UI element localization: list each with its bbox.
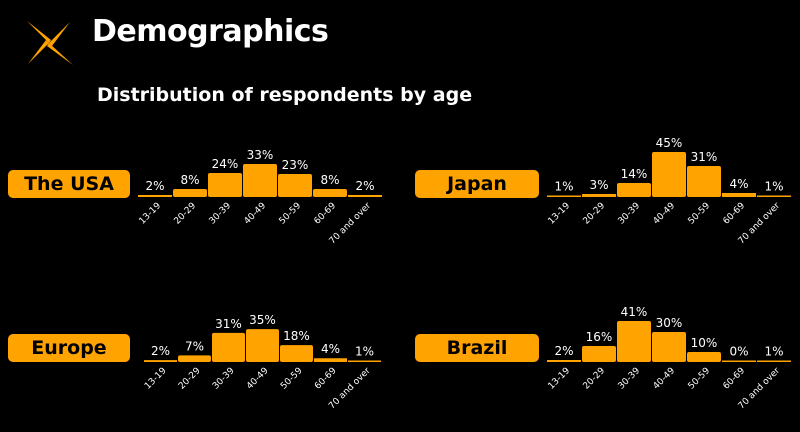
brazil-value-label-20-29: 16% — [586, 330, 613, 344]
the-usa-tick-label-30-39: 30-39 — [208, 201, 234, 227]
the-usa-bar-70-and-over — [348, 195, 382, 197]
brazil-bar-60-69 — [722, 360, 756, 362]
japan-bar-60-69 — [722, 193, 756, 197]
europe-bar-60-69 — [314, 358, 347, 362]
the-usa-tick-label-20-29: 20-29 — [173, 201, 199, 227]
the-usa-bar-60-69 — [313, 189, 347, 197]
brazil-tick-label-50-59: 50-59 — [687, 366, 713, 392]
brazil-tick-label-13-19: 13-19 — [547, 366, 573, 392]
brazil-tick-label-30-39: 30-39 — [617, 366, 643, 392]
the-usa-bar-13-19 — [138, 195, 172, 197]
japan-bar-70-and-over — [757, 195, 791, 197]
europe-value-label-40-49: 35% — [249, 313, 276, 327]
japan-bar-13-19 — [547, 195, 581, 197]
japan-bar-40-49 — [652, 152, 686, 197]
the-usa-value-label-60-69: 8% — [320, 173, 339, 187]
label-japan: Japan — [415, 170, 539, 198]
japan-value-label-20-29: 3% — [589, 178, 608, 192]
japan-value-label-40-49: 45% — [656, 136, 683, 150]
japan-tick-label-40-49: 40-49 — [652, 201, 678, 227]
brazil-bar-70-and-over — [757, 360, 791, 362]
europe-bar-20-29 — [178, 355, 211, 362]
label-the-usa: The USA — [8, 170, 130, 198]
chart-brazil: 2% 13-19 16% 20-29 41% 30-39 30% 40-49 10% 50-59 0… — [547, 305, 791, 411]
brazil-bar-13-19 — [547, 360, 581, 362]
the-usa-bar-30-39 — [208, 173, 242, 197]
label-brazil: Brazil — [415, 334, 539, 362]
brazil-bar-40-49 — [652, 332, 686, 362]
the-usa-bar-50-59 — [278, 174, 312, 197]
europe-tick-label-20-29: 20-29 — [177, 366, 203, 392]
europe-value-label-20-29: 7% — [185, 339, 204, 353]
japan-value-label-60-69: 4% — [729, 177, 748, 191]
the-usa-value-label-70-and-over: 2% — [355, 179, 374, 193]
japan-tick-label-60-69: 60-69 — [722, 201, 748, 227]
the-usa-tick-label-40-49: 40-49 — [243, 201, 269, 227]
brazil-bar-50-59 — [687, 352, 721, 362]
chart-subtitle: Distribution of respondents by age — [97, 84, 473, 106]
europe-value-label-60-69: 4% — [321, 342, 340, 356]
chart-japan: 1% 13-19 3% 20-29 14% 30-39 45% 40-49 31% 50-59 4%… — [547, 136, 791, 246]
japan-tick-label-13-19: 13-19 — [547, 201, 573, 227]
brazil-tick-label-60-69: 60-69 — [722, 366, 748, 392]
the-usa-tick-label-60-69: 60-69 — [313, 201, 339, 227]
japan-value-label-70-and-over: 1% — [764, 180, 783, 194]
japan-bar-30-39 — [617, 183, 651, 197]
europe-bar-30-39 — [212, 332, 245, 362]
the-usa-tick-label-50-59: 50-59 — [278, 201, 304, 227]
europe-value-label-50-59: 18% — [283, 329, 310, 343]
europe-tick-label-30-39: 30-39 — [211, 366, 237, 392]
europe-bar-13-19 — [144, 360, 177, 362]
europe-bar-70-and-over — [348, 360, 381, 362]
japan-bar-50-59 — [687, 166, 721, 197]
the-usa-tick-label-13-19: 13-19 — [138, 201, 164, 227]
the-usa-value-label-30-39: 24% — [212, 157, 239, 171]
europe-value-label-30-39: 31% — [215, 317, 242, 331]
brazil-value-label-13-19: 2% — [554, 344, 573, 358]
brazil-value-label-30-39: 41% — [621, 305, 648, 319]
europe-tick-label-50-59: 50-59 — [279, 366, 305, 392]
brazil-bar-20-29 — [582, 346, 616, 362]
brazil-value-label-60-69: 0% — [729, 345, 748, 359]
europe-tick-label-60-69: 60-69 — [313, 366, 339, 392]
chart-europe: 2% 13-19 7% 20-29 31% 30-39 35% 40-49 18% 50-59 4%… — [143, 313, 381, 411]
europe-bar-40-49 — [246, 329, 279, 362]
japan-tick-label-50-59: 50-59 — [687, 201, 713, 227]
brazil-tick-label-40-49: 40-49 — [652, 366, 678, 392]
brazil-tick-label-20-29: 20-29 — [582, 366, 608, 392]
japan-tick-label-20-29: 20-29 — [582, 201, 608, 227]
chart-the-usa: 2% 13-19 8% 20-29 24% 30-39 33% 40-49 23% 50-59 8%… — [138, 148, 382, 246]
japan-value-label-30-39: 14% — [621, 167, 648, 181]
europe-value-label-13-19: 2% — [151, 344, 170, 358]
brazil-value-label-50-59: 10% — [691, 336, 718, 350]
japan-value-label-50-59: 31% — [691, 150, 718, 164]
the-usa-value-label-20-29: 8% — [180, 173, 199, 187]
europe-tick-label-13-19: 13-19 — [143, 366, 169, 392]
japan-value-label-13-19: 1% — [554, 180, 573, 194]
the-usa-value-label-50-59: 23% — [282, 158, 309, 172]
the-usa-bar-40-49 — [243, 164, 277, 197]
brazil-value-label-70-and-over: 1% — [764, 345, 783, 359]
brazil-bar-30-39 — [617, 321, 651, 362]
europe-bar-50-59 — [280, 345, 313, 362]
label-europe: Europe — [8, 334, 130, 362]
x-spark-icon — [27, 21, 73, 65]
page-title: Demographics — [92, 14, 329, 49]
europe-value-label-70-and-over: 1% — [355, 345, 374, 359]
japan-bar-20-29 — [582, 194, 616, 197]
europe-tick-label-40-49: 40-49 — [245, 366, 271, 392]
the-usa-value-label-40-49: 33% — [247, 148, 274, 162]
the-usa-value-label-13-19: 2% — [145, 179, 164, 193]
brazil-value-label-40-49: 30% — [656, 316, 683, 330]
the-usa-bar-20-29 — [173, 189, 207, 197]
japan-tick-label-30-39: 30-39 — [617, 201, 643, 227]
